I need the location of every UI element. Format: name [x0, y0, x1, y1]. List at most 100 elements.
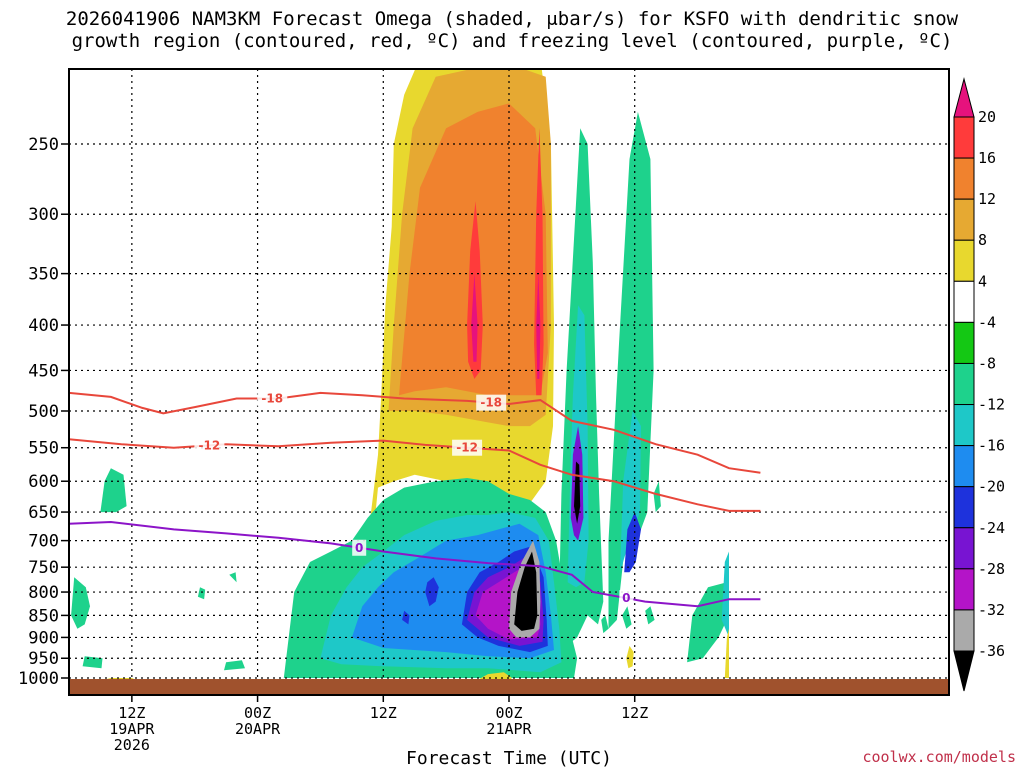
omega-region-32 — [601, 615, 609, 634]
x-tick-label-18-1: 20APR — [235, 720, 281, 738]
omega-region-34 — [653, 481, 661, 513]
contour-label-5: 0 — [622, 591, 630, 605]
omega-region-19 — [608, 111, 654, 629]
colorbar-label-4: 4 — [978, 272, 987, 290]
colorbar-label-2: 12 — [978, 190, 996, 208]
colorbar-label-5: -4 — [978, 313, 996, 331]
x-tick-label-6-0: 12Z — [118, 704, 145, 722]
omega-region-30 — [224, 660, 245, 671]
colorbar-bin-6 — [953, 362, 975, 406]
colorbar-bin-11 — [953, 568, 975, 611]
colorbar-under-arrow — [953, 650, 975, 692]
omega-region-21 — [624, 512, 641, 573]
y-tick-label-550: 550 — [28, 439, 59, 459]
contour-label-bg-2 — [194, 437, 225, 454]
colorbar-bin-2 — [953, 198, 975, 241]
x-tick-label-54-0: 12Z — [621, 704, 648, 722]
omega-region-33 — [645, 606, 655, 625]
y-tick-label-950: 950 — [28, 649, 59, 669]
omega-region-31 — [622, 606, 632, 629]
x-tick-label-30-0: 12Z — [370, 704, 397, 722]
y-tick-label-600: 600 — [28, 472, 59, 492]
colorbar-label-10: -24 — [978, 519, 1005, 537]
colorbar-bin-1 — [953, 157, 975, 200]
grid-lines — [69, 69, 949, 679]
x-tick-label-6-1: 19APR — [109, 720, 155, 738]
colorbar-bin-3 — [953, 239, 975, 282]
y-tick-label-400: 400 — [28, 316, 59, 336]
y-tick-label-800: 800 — [28, 583, 59, 603]
colorbar-bin-7 — [953, 404, 975, 447]
contour-label-4: 0 — [355, 541, 363, 555]
contour-label-bg-3 — [452, 439, 483, 456]
omega-region-29 — [229, 572, 237, 583]
contour-label-bg-4 — [352, 539, 367, 556]
x-axis-title: Forecast Time (UTC) — [406, 748, 612, 768]
omega-region-18 — [574, 461, 581, 524]
colorbar-bin-4 — [953, 280, 975, 323]
colorbar-label-8: -16 — [978, 437, 1005, 455]
omega-region-39 — [425, 577, 439, 607]
omega-region-36 — [106, 678, 135, 679]
colorbar-label-9: -20 — [978, 478, 1005, 496]
colorbar-label-11: -28 — [978, 560, 1005, 578]
contour-label-2: -12 — [199, 438, 221, 452]
omega-region-4 — [471, 273, 478, 362]
contour-label-3: -12 — [456, 441, 478, 455]
contour-line-0 — [69, 391, 761, 474]
colorbar-label-13: -36 — [978, 642, 1005, 660]
contour-label-bg-0 — [257, 390, 288, 407]
y-tick-label-250: 250 — [28, 135, 59, 155]
x-tick-label-42-0: 00Z — [495, 704, 522, 722]
contour-line-2 — [69, 520, 761, 608]
y-axis-labels: 2503003504004505005506006507007508008509… — [18, 135, 69, 689]
colorbar-bin-5 — [953, 321, 975, 364]
omega-region-14 — [514, 551, 538, 631]
omega-region-24 — [724, 628, 729, 678]
y-tick-label-900: 900 — [28, 628, 59, 648]
colorbar-bin-0 — [953, 116, 975, 159]
contour-label-1: -18 — [480, 396, 502, 410]
y-tick-label-350: 350 — [28, 265, 59, 285]
omega-region-6 — [536, 273, 541, 379]
omega-region-40 — [402, 610, 410, 625]
ground-strip — [69, 679, 949, 695]
omega-region-25 — [71, 577, 90, 629]
colorbar-label-12: -32 — [978, 601, 1005, 619]
omega-region-35 — [626, 645, 634, 669]
colorbar-label-6: -8 — [978, 354, 996, 372]
y-tick-label-850: 850 — [28, 606, 59, 626]
x-tick-label-6-2: 2026 — [114, 736, 150, 754]
chart-title-line-2: growth region (contoured, red, ºC) and f… — [71, 30, 953, 52]
contour-labels: -18 -18 -12 -12 0 0 — [194, 390, 634, 607]
colorbar-label-0: 20 — [978, 108, 996, 126]
x-tick-label-42-1: 21APR — [486, 720, 532, 738]
colorbar-bin-10 — [953, 527, 975, 570]
omega-region-20 — [620, 411, 641, 573]
omega-region-27 — [82, 656, 103, 669]
y-tick-label-300: 300 — [28, 205, 59, 225]
omega-shading — [71, 69, 729, 679]
colorbar-label-3: 8 — [978, 231, 987, 249]
omega-region-38 — [479, 672, 513, 679]
omega-region-26 — [100, 468, 127, 513]
chart-title-line-1: 2026041906 NAM3KM Forecast Omega (shaded… — [65, 8, 959, 30]
colorbar-bin-9 — [953, 486, 975, 529]
contour-label-bg-5 — [619, 590, 634, 607]
y-tick-label-500: 500 — [28, 402, 59, 422]
omega-region-28 — [197, 587, 206, 600]
colorbar: 20 16 12 8 4 -4 -8 -12 -16 -20 -24 -28 -32 -36 — [953, 77, 1005, 692]
y-tick-label-1000: 1000 — [18, 669, 59, 689]
x-tick-label-18-0: 00Z — [244, 704, 271, 722]
colorbar-over-arrow — [953, 77, 975, 118]
contour-label-bg-1 — [476, 394, 507, 411]
credit-text: coolwx.com/models — [862, 748, 1016, 766]
y-tick-label-750: 750 — [28, 558, 59, 578]
colorbar-bin-8 — [953, 445, 975, 488]
contour-label-0: -18 — [261, 391, 283, 405]
y-tick-label-700: 700 — [28, 532, 59, 552]
colorbar-label-7: -12 — [978, 396, 1005, 414]
